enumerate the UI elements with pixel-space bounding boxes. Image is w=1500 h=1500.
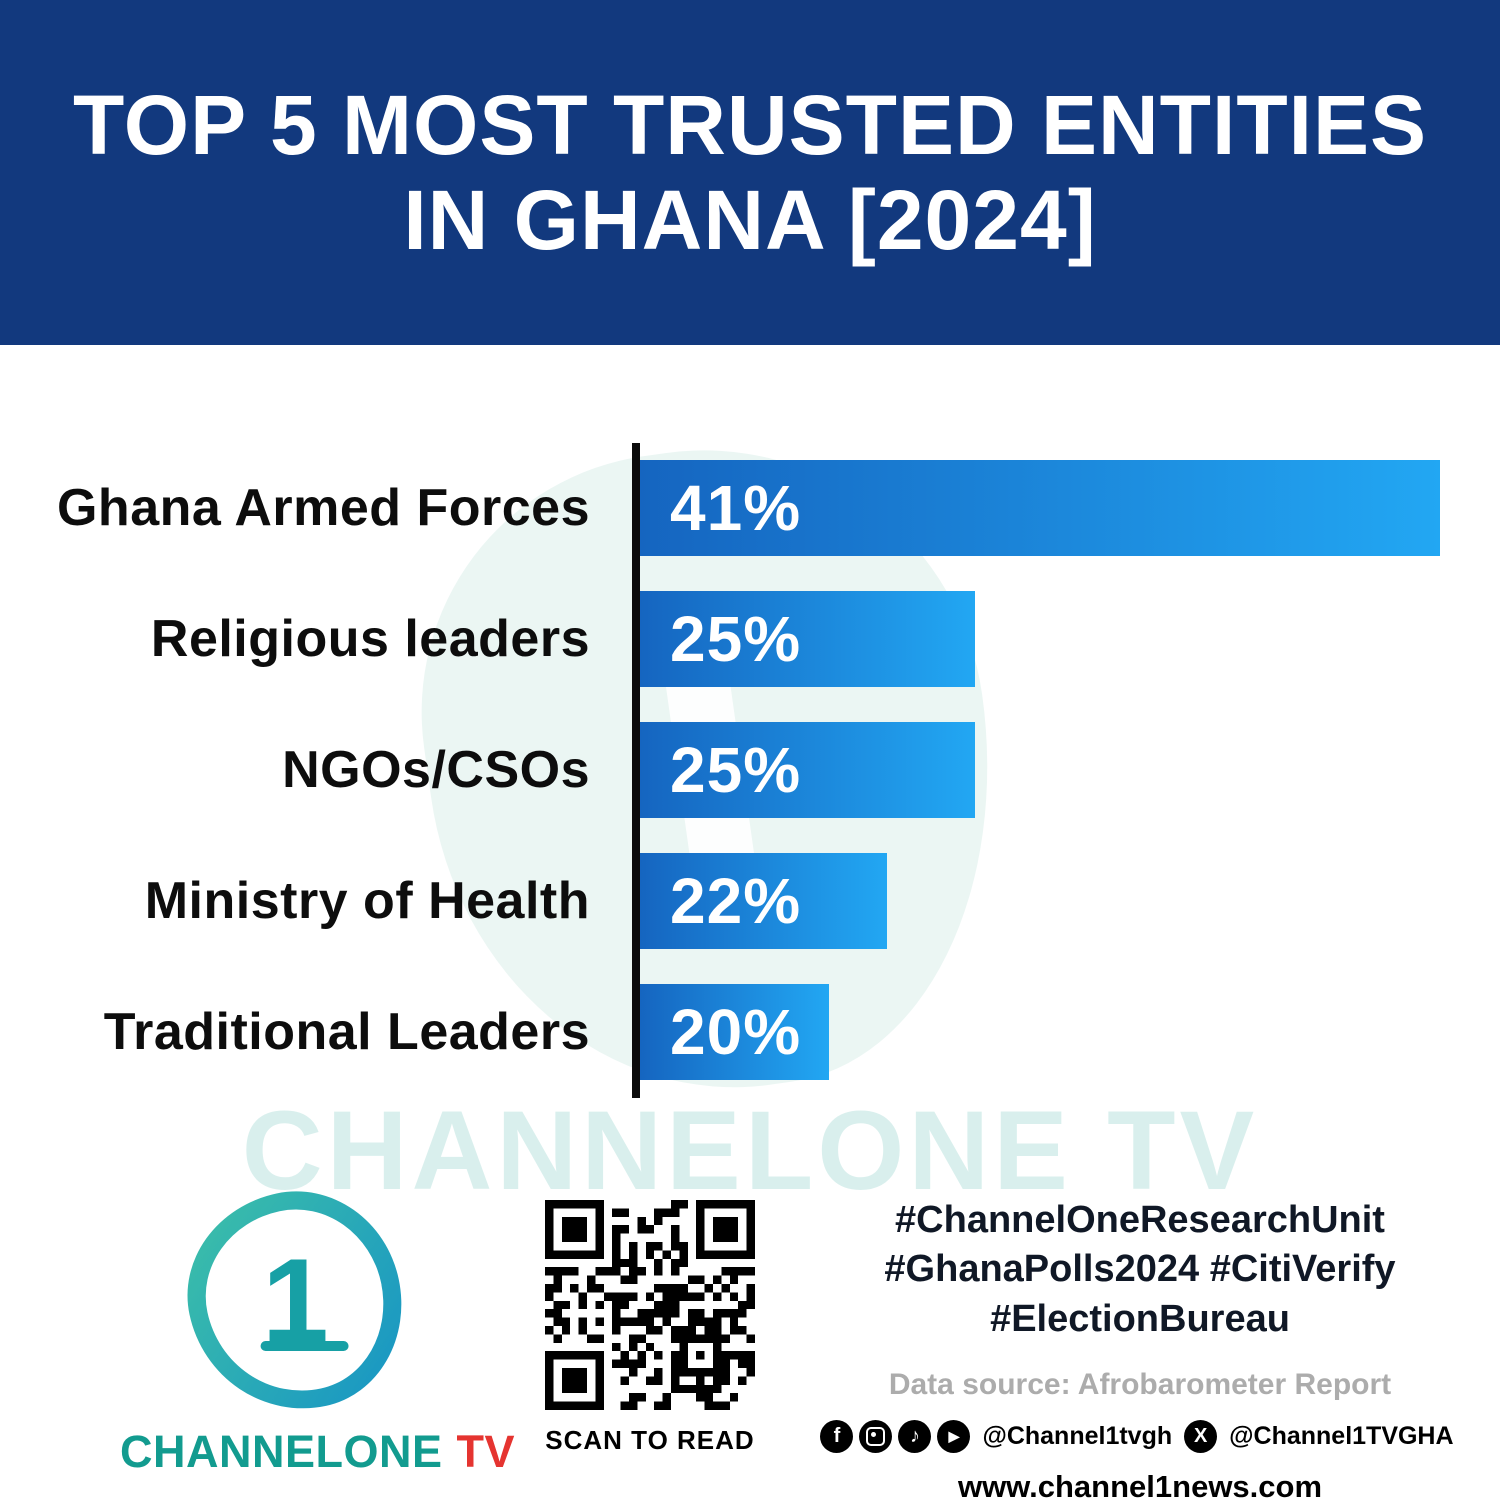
chart-row: Ghana Armed Forces 41% — [0, 460, 1500, 556]
title-line-1: TOP 5 MOST TRUSTED ENTITIES — [72, 77, 1428, 172]
value-label: 25% — [670, 734, 802, 806]
category-label: Ministry of Health — [144, 872, 590, 930]
website-url: www.channel1news.com — [957, 1469, 1323, 1500]
header-banner: TOP 5 MOST TRUSTED ENTITIES IN GHANA [20… — [0, 0, 1500, 345]
page-title: TOP 5 MOST TRUSTED ENTITIES IN GHANA [20… — [73, 78, 1427, 268]
social-handle-2: @Channel1TVGHA — [1229, 1422, 1454, 1451]
bar-chart: Ghana Armed Forces 41% Religious leaders… — [0, 443, 1500, 1098]
category-label: Religious leaders — [150, 610, 590, 668]
value-label: 22% — [670, 865, 802, 937]
social-row: f ♪ ▶ @Channel1tvgh X @Channel1TVGHA — [820, 1420, 1454, 1454]
chart-row: NGOs/CSOs 25% — [0, 722, 1500, 818]
category-label: NGOs/CSOs — [282, 741, 590, 799]
value-label: 41% — [670, 472, 802, 544]
qr-code — [545, 1200, 755, 1410]
brand-wordmark: CHANNELONE TV — [120, 1426, 515, 1478]
bar: 25% — [640, 591, 975, 687]
brand-channelone: CHANNELONE — [120, 1426, 443, 1477]
bar: 20% — [640, 984, 829, 1080]
social-handle-1: @Channel1tvgh — [982, 1422, 1173, 1451]
category-label: Traditional Leaders — [103, 1003, 590, 1061]
footer-right-block: #ChannelOneResearchUnit #GhanaPolls2024 … — [820, 1196, 1454, 1500]
title-line-2: IN GHANA [2024] — [403, 172, 1097, 267]
youtube-icon: ▶ — [937, 1420, 971, 1454]
hashtags: #ChannelOneResearchUnit #GhanaPolls2024 … — [848, 1196, 1432, 1344]
category-label: Ghana Armed Forces — [56, 479, 590, 537]
y-axis-line — [632, 443, 640, 1098]
hashtag-line: #ChannelOneResearchUnit — [895, 1199, 1385, 1241]
data-source: Data source: Afrobarometer Report — [888, 1368, 1392, 1402]
qr-label: SCAN TO READ — [545, 1425, 755, 1455]
channel-one-logo-block: 1 CHANNELONE TV — [120, 1172, 515, 1478]
instagram-icon — [859, 1420, 893, 1454]
tiktok-icon: ♪ — [898, 1420, 932, 1454]
brand-watermark: CHANNELONE TV — [241, 1088, 1259, 1213]
bar: 25% — [640, 722, 975, 818]
chart-row: Ministry of Health 22% — [0, 853, 1500, 949]
qr-block: SCAN TO READ — [545, 1200, 755, 1456]
hashtag-line: #ElectionBureau — [990, 1297, 1290, 1340]
logo-inner: 1 — [190, 1193, 400, 1409]
hashtag-line: #GhanaPolls2024 #CitiVerify — [884, 1248, 1396, 1291]
bar: 22% — [640, 853, 887, 949]
channel-one-logo-icon: 1 — [168, 1172, 422, 1430]
value-label: 25% — [670, 603, 802, 675]
facebook-icon: f — [820, 1420, 854, 1454]
brand-tv: TV — [456, 1426, 516, 1477]
bar: 41% — [640, 460, 1440, 556]
chart-row: Traditional Leaders 20% — [0, 984, 1500, 1080]
chart-row: Religious leaders 25% — [0, 591, 1500, 687]
x-twitter-icon: X — [1184, 1420, 1218, 1454]
logo-crossbar — [260, 1340, 349, 1351]
value-label: 20% — [670, 996, 802, 1068]
